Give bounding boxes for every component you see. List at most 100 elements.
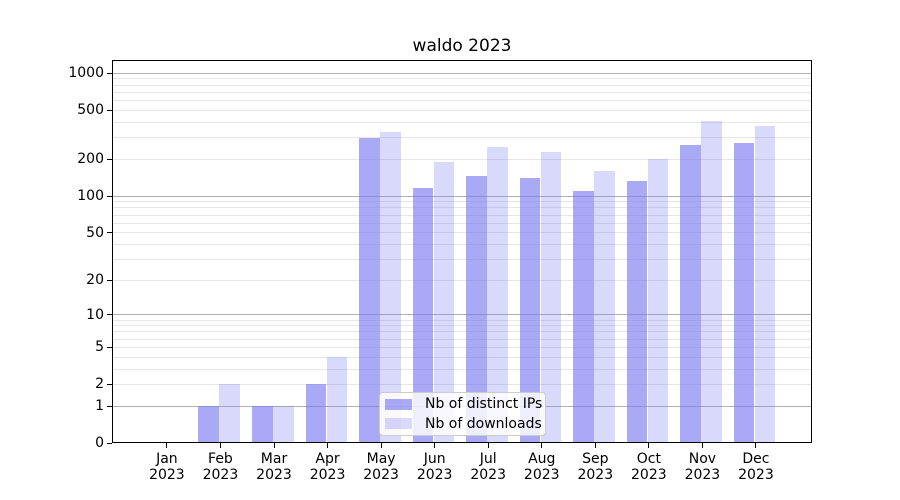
y-tick-mark (107, 442, 112, 444)
legend-swatch-downloads (385, 418, 412, 430)
bar-distinct-ips (626, 181, 648, 443)
y-tick-label: 50 (86, 224, 104, 241)
bar-distinct-ips (573, 190, 594, 443)
gridline-minor (113, 338, 811, 340)
y-tick-label: 2 (95, 376, 104, 393)
x-tick-mark (701, 443, 703, 448)
x-tick-mark (434, 443, 436, 448)
gridline-minor (113, 201, 811, 203)
x-tick-label: Mar 2023 (242, 451, 306, 483)
bar-distinct-ips (252, 406, 273, 443)
y-tick-mark (107, 383, 112, 385)
gridline-minor (113, 109, 811, 111)
gridline-minor (113, 121, 811, 123)
bar-downloads (433, 162, 455, 443)
gridline-minor (113, 214, 811, 216)
x-tick-label: Apr 2023 (296, 451, 360, 483)
chart-title: waldo 2023 (412, 36, 512, 56)
y-tick-label: 200 (77, 151, 104, 168)
legend: Nb of distinct IPs Nb of downloads (379, 392, 546, 436)
x-tick-label: Jun 2023 (403, 451, 467, 483)
x-tick-year: 2023 (256, 467, 292, 483)
x-tick-month: Nov (688, 451, 717, 467)
x-tick-year: 2023 (631, 467, 667, 483)
bar-distinct-ips (466, 176, 487, 443)
legend-swatch-distinct-ips (385, 398, 412, 410)
gridline-minor (113, 331, 811, 333)
x-tick-label: Feb 2023 (188, 451, 252, 483)
gridline-minor (113, 368, 811, 370)
x-tick-mark (594, 443, 596, 448)
gridline-minor (113, 78, 811, 80)
bar-distinct-ips (305, 384, 327, 443)
gridline-minor (113, 279, 811, 281)
bar-downloads (701, 120, 722, 443)
gridline-minor (113, 137, 811, 139)
y-tick-label: 500 (77, 102, 104, 119)
gridline-major (113, 314, 811, 316)
y-tick-mark (107, 279, 112, 281)
gridline-major (113, 195, 811, 197)
bar-downloads (487, 147, 508, 443)
x-tick-label: May 2023 (349, 451, 413, 483)
x-tick-month: Apr (315, 451, 340, 467)
gridline-minor (113, 100, 811, 102)
y-tick-mark (107, 109, 112, 111)
y-tick-mark (107, 405, 112, 407)
y-tick-mark (107, 346, 112, 348)
y-tick-label: 100 (77, 188, 104, 205)
legend-label-distinct-ips: Nb of distinct IPs (425, 396, 543, 413)
y-tick-mark (107, 72, 112, 74)
x-tick-month: Aug (528, 451, 556, 467)
x-tick-label: Sep 2023 (563, 451, 627, 483)
x-tick-mark (755, 443, 757, 448)
gridline-minor (113, 232, 811, 234)
legend-entry-distinct-ips: Nb of distinct IPs (385, 396, 543, 413)
gridline-minor (113, 383, 811, 385)
y-tick-mark (107, 232, 112, 234)
bar-downloads (647, 159, 669, 443)
bar-downloads (540, 152, 562, 443)
x-tick-label: Jul 2023 (456, 451, 520, 483)
gridline-minor (113, 243, 811, 245)
x-tick-month: Mar (260, 451, 288, 467)
bar-downloads (326, 357, 348, 443)
x-tick-year: 2023 (202, 467, 239, 483)
gridline-minor (113, 207, 811, 209)
gridline-minor (113, 158, 811, 160)
gridline-minor (113, 346, 811, 348)
x-tick-mark (648, 443, 650, 448)
gridline-minor (113, 356, 811, 358)
x-tick-label: Dec 2023 (724, 451, 788, 483)
bar-downloads (380, 131, 401, 443)
legend-entry-downloads: Nb of downloads (385, 415, 542, 433)
x-tick-year: 2023 (416, 467, 453, 483)
x-tick-label: Oct 2023 (617, 451, 681, 483)
legend-label-downloads: Nb of downloads (425, 415, 542, 432)
bar-downloads (594, 171, 615, 443)
y-tick-label: 0 (95, 435, 104, 452)
x-tick-month: Dec (742, 451, 770, 467)
y-tick-label: 10 (86, 306, 104, 323)
y-tick-label: 1 (95, 398, 104, 415)
x-tick-label: Jan 2023 (135, 451, 199, 483)
x-tick-mark (541, 443, 543, 448)
x-tick-year: 2023 (684, 467, 721, 483)
y-tick-mark (107, 158, 112, 160)
x-tick-month: Jul (479, 451, 497, 467)
x-tick-year: 2023 (470, 467, 506, 483)
x-tick-year: 2023 (363, 467, 399, 483)
bar-downloads (219, 384, 240, 443)
bar-downloads (754, 126, 776, 443)
x-tick-mark (219, 443, 221, 448)
x-tick-label: Aug 2023 (510, 451, 574, 483)
gridline-minor (113, 325, 811, 327)
gridline-major (113, 72, 811, 74)
gridline-minor (113, 91, 811, 93)
bar-distinct-ips (733, 143, 755, 443)
x-tick-month: Jan (156, 451, 178, 467)
gridline-minor (113, 222, 811, 224)
